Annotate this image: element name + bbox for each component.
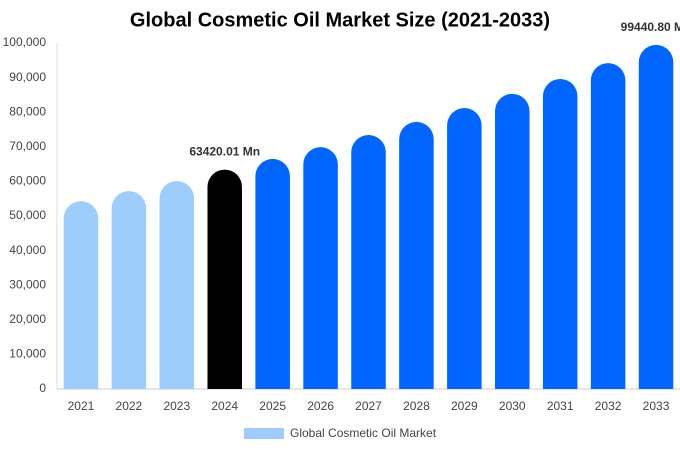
bar (255, 158, 290, 389)
legend-label: Global Cosmetic Oil Market (290, 426, 437, 440)
bar (159, 181, 195, 389)
y-tick-label: 0 (39, 381, 46, 395)
x-tick-label: 2023 (163, 399, 190, 413)
bar (399, 121, 434, 389)
x-tick-label: 2025 (259, 399, 286, 413)
x-tick-label: 2024 (211, 399, 238, 413)
x-tick-label: 2029 (451, 399, 478, 413)
x-tick-label: 2026 (307, 399, 334, 413)
y-tick-label: 30,000 (9, 277, 46, 291)
x-tick-label: 2030 (499, 399, 526, 413)
y-tick-label: 40,000 (9, 243, 46, 257)
x-tick-label: 2022 (116, 399, 143, 413)
x-tick-label: 2031 (547, 399, 574, 413)
x-tick-label: 2027 (355, 399, 382, 413)
bar (63, 201, 99, 389)
x-tick-label: 2021 (68, 399, 95, 413)
bar (303, 147, 338, 389)
bar (590, 63, 626, 390)
y-tick-label: 50,000 (9, 208, 46, 222)
x-tick-label: 2033 (643, 399, 670, 413)
y-tick-label: 70,000 (9, 139, 46, 153)
value-label: 99440.80 Mn (621, 20, 680, 34)
y-tick-label: 60,000 (9, 174, 46, 188)
bar (207, 169, 242, 389)
bar (447, 108, 482, 389)
bar (542, 78, 578, 389)
bar (111, 191, 147, 389)
y-tick-label: 80,000 (9, 104, 46, 118)
bar (351, 135, 386, 389)
value-label: 63420.01 Mn (189, 145, 260, 159)
y-tick-label: 100,000 (3, 35, 47, 49)
y-tick-label: 20,000 (9, 312, 46, 326)
legend-swatch (244, 428, 284, 439)
x-tick-label: 2032 (595, 399, 622, 413)
x-tick-label: 2028 (403, 399, 430, 413)
chart-title: Global Cosmetic Oil Market Size (2021-20… (130, 9, 550, 31)
y-tick-label: 90,000 (9, 70, 46, 84)
bar (495, 93, 530, 389)
bar (638, 44, 674, 390)
y-tick-label: 10,000 (9, 347, 46, 361)
